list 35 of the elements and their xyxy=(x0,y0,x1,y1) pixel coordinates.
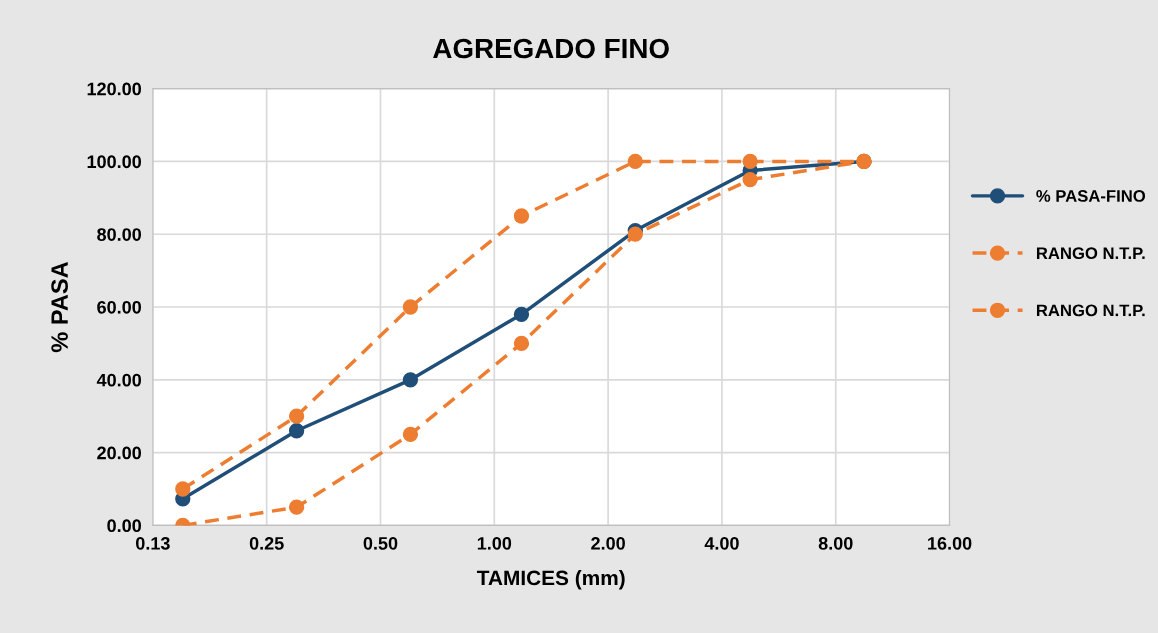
y-tick-label: 60.00 xyxy=(97,300,142,314)
x-tick-label: 8.00 xyxy=(818,536,853,550)
point xyxy=(627,226,643,242)
x-tick-label: 2.00 xyxy=(591,536,625,550)
y-tick-label: 120.00 xyxy=(87,82,142,96)
y-tick-label: 40.00 xyxy=(96,373,142,387)
point xyxy=(513,306,530,322)
point xyxy=(402,426,419,443)
chart-title: AGREGADO FINO xyxy=(433,38,669,59)
point xyxy=(402,372,419,388)
legend-label: RANGO N.T.P. xyxy=(1036,304,1145,317)
point xyxy=(513,208,530,224)
point xyxy=(742,153,758,170)
legend-label: % PASA-FINO xyxy=(1036,190,1146,202)
x-tick-label: 1.00 xyxy=(477,536,512,550)
legend-label: RANGO N.T.P. xyxy=(1036,247,1145,260)
y-axis-title: % PASA xyxy=(51,261,68,353)
y-tick-label: 100.00 xyxy=(87,155,142,169)
point xyxy=(175,481,191,497)
point xyxy=(742,171,758,188)
point xyxy=(627,153,643,170)
point xyxy=(402,299,419,315)
x-tick-label: 16.00 xyxy=(928,536,972,550)
y-tick-label: 20.00 xyxy=(97,446,142,460)
x-tick-label: 0.50 xyxy=(363,536,398,550)
point xyxy=(288,408,305,424)
x-tick-label: 0.25 xyxy=(249,536,284,550)
x-tick-label: 4.00 xyxy=(704,536,739,550)
point xyxy=(513,335,530,352)
point xyxy=(288,423,305,439)
x-tick-label: 0.13 xyxy=(136,536,170,550)
point xyxy=(288,499,305,515)
y-tick-label: 80.00 xyxy=(97,228,142,241)
x-axis-title: TAMICES (mm) xyxy=(476,570,625,590)
y-tick-label: 0.00 xyxy=(107,519,142,533)
